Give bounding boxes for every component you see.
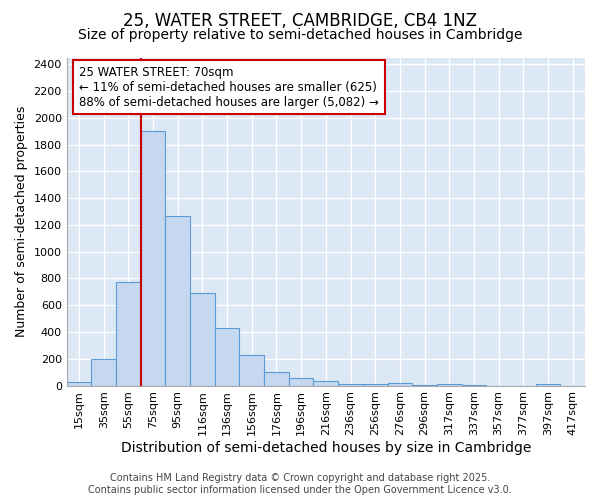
Bar xyxy=(313,381,338,386)
Bar xyxy=(461,385,486,386)
Text: 25, WATER STREET, CAMBRIDGE, CB4 1NZ: 25, WATER STREET, CAMBRIDGE, CB4 1NZ xyxy=(123,12,477,30)
Bar xyxy=(91,359,116,386)
Bar xyxy=(166,216,190,386)
Y-axis label: Number of semi-detached properties: Number of semi-detached properties xyxy=(15,106,28,337)
Bar xyxy=(338,384,363,386)
Bar xyxy=(363,384,388,386)
X-axis label: Distribution of semi-detached houses by size in Cambridge: Distribution of semi-detached houses by … xyxy=(121,441,531,455)
Text: Size of property relative to semi-detached houses in Cambridge: Size of property relative to semi-detach… xyxy=(78,28,522,42)
Bar xyxy=(412,385,437,386)
Bar xyxy=(190,293,215,386)
Bar xyxy=(388,383,412,386)
Bar xyxy=(116,282,141,386)
Bar xyxy=(437,384,461,386)
Text: 25 WATER STREET: 70sqm
← 11% of semi-detached houses are smaller (625)
88% of se: 25 WATER STREET: 70sqm ← 11% of semi-det… xyxy=(79,66,379,108)
Bar xyxy=(264,372,289,386)
Text: Contains HM Land Registry data © Crown copyright and database right 2025.
Contai: Contains HM Land Registry data © Crown c… xyxy=(88,474,512,495)
Bar xyxy=(141,131,166,386)
Bar xyxy=(67,382,91,386)
Bar xyxy=(215,328,239,386)
Bar xyxy=(536,384,560,386)
Bar xyxy=(289,378,313,386)
Bar xyxy=(239,355,264,386)
